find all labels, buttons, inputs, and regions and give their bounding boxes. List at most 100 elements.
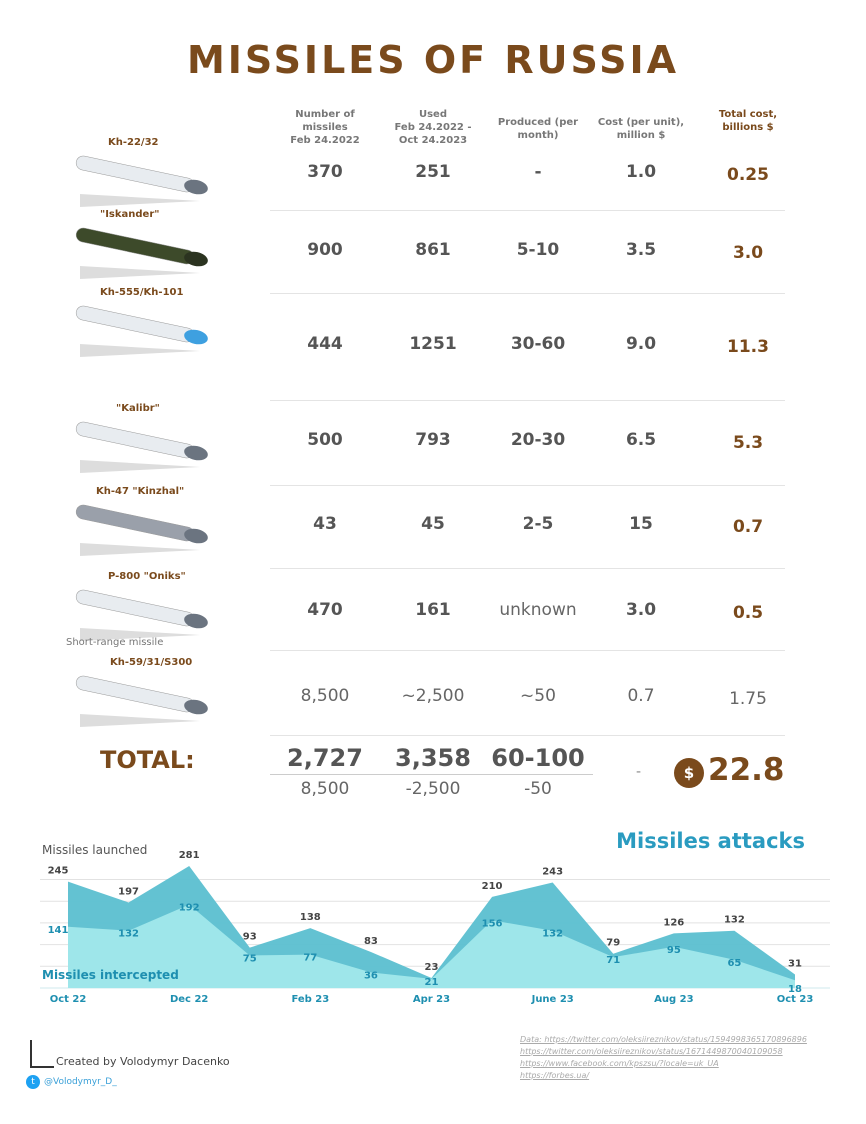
- chart-title: Missiles attacks: [616, 830, 805, 853]
- total-produced-sub: -50: [524, 779, 552, 799]
- data-label: 132: [724, 915, 745, 926]
- missile-image: [75, 421, 208, 473]
- cell-used: 793: [415, 430, 451, 450]
- column-header: Used Feb 24.2022 - Oct 24.2023: [378, 108, 488, 147]
- row-divider: [270, 210, 785, 211]
- cell-produced: 30-60: [510, 334, 566, 354]
- data-label: 197: [118, 887, 139, 898]
- data-label: 141: [48, 925, 69, 936]
- column-header-line: Total cost,: [718, 109, 778, 120]
- column-header: Cost (per unit), million $: [586, 116, 696, 142]
- data-label: 71: [606, 955, 620, 966]
- missile-attacks-chart: 245 197 281 93 138 83 23 210 243 79 126 132 31 141 132…: [40, 830, 830, 1005]
- data-label: 245: [48, 866, 69, 877]
- source-link[interactable]: https://twitter.com/oleksiireznikov/stat…: [520, 1047, 783, 1056]
- missile-image: [75, 305, 208, 357]
- column-header: Produced (per month): [483, 116, 593, 142]
- cell-number: 900: [307, 240, 343, 260]
- cell-used: 161: [415, 600, 451, 620]
- column-header-line: missiles: [302, 122, 348, 133]
- missile-name: Kh-22/32: [108, 137, 159, 148]
- total-number-sub: 8,500: [300, 779, 350, 799]
- data-label: 281: [179, 850, 200, 861]
- total-used-sub: -2,500: [405, 779, 461, 799]
- cell-cost: 9.0: [625, 334, 657, 354]
- row-divider: [270, 293, 785, 294]
- data-label: 18: [788, 984, 802, 995]
- x-tick-label: June 23: [531, 994, 574, 1005]
- cell-number: 470: [307, 600, 343, 620]
- data-label: 21: [425, 977, 439, 988]
- column-header-line: Cost (per unit),: [597, 117, 685, 128]
- column-header-line: billions $: [722, 122, 774, 133]
- total-cost: -: [636, 764, 642, 780]
- data-label: 138: [300, 912, 321, 923]
- cell-used: 1251: [409, 334, 457, 354]
- total-number-value: 2,727: [270, 744, 380, 775]
- data-label: 192: [179, 903, 200, 914]
- source-link[interactable]: https://forbes.ua/: [520, 1071, 590, 1080]
- total-used: 3,358 -2,500: [378, 744, 488, 799]
- data-label: 83: [364, 936, 378, 947]
- cell-number: 8,500: [300, 686, 350, 706]
- data-label: 210: [482, 881, 503, 892]
- cell-produced: ~50: [520, 686, 556, 706]
- column-header-line: million $: [616, 130, 666, 141]
- data-label: 75: [243, 953, 257, 964]
- column-header: Number of missiles Feb 24.2022: [270, 108, 380, 147]
- source-link[interactable]: https://www.facebook.com/kpszsu/?locale=…: [520, 1059, 719, 1068]
- cell-total: 11.3: [727, 337, 769, 357]
- cell-used: 45: [421, 514, 445, 534]
- source-link[interactable]: Data: https://twitter.com/oleksiirezniko…: [520, 1035, 807, 1044]
- page-title: MISSILES OF RUSSIA: [186, 38, 680, 82]
- x-tick-label: Oct 22: [50, 994, 87, 1005]
- data-sources: Data: https://twitter.com/oleksiirezniko…: [520, 1034, 807, 1082]
- column-header-line: Oct 24.2023: [398, 135, 468, 146]
- cell-cost: 1.0: [625, 162, 657, 182]
- x-tick-label: Aug 23: [654, 994, 693, 1005]
- missile-name: "Iskander": [100, 209, 160, 220]
- cell-number: 43: [313, 514, 337, 534]
- missile-image: [75, 675, 208, 727]
- total-produced-value: 60-100: [483, 744, 593, 775]
- missile-name: Kh-555/Kh-101: [100, 287, 184, 298]
- cell-total: 0.5: [732, 603, 764, 623]
- cell-cost: 3.5: [625, 240, 657, 260]
- data-label: 79: [606, 938, 620, 949]
- data-label: 77: [303, 953, 317, 964]
- missile-image: [75, 227, 208, 279]
- column-header-line: month): [517, 130, 559, 141]
- column-header-line: Produced (per: [497, 117, 579, 128]
- cell-total: 0.25: [727, 165, 769, 185]
- short-range-note: Short-range missile: [66, 637, 164, 648]
- twitter-handle[interactable]: @Volodymyr_D_: [44, 1077, 117, 1087]
- missile-name: Kh-59/31/S300: [110, 657, 193, 668]
- cell-produced: 5-10: [516, 240, 560, 260]
- cell-cost: 6.5: [625, 430, 657, 450]
- data-label: 132: [542, 929, 563, 940]
- legend-launched: Missiles launched: [42, 843, 147, 857]
- data-label: 65: [727, 958, 741, 969]
- x-tick-label: Oct 23: [777, 994, 814, 1005]
- legend-intercepted: Missiles intercepted: [42, 968, 179, 982]
- x-tick-label: Feb 23: [291, 994, 329, 1005]
- cell-number: 370: [307, 162, 343, 182]
- cell-cost: 0.7: [627, 686, 655, 706]
- author-credit: Created by Volodymyr Dacenko: [56, 1055, 230, 1068]
- data-label: 243: [542, 867, 563, 878]
- x-tick-label: Dec 22: [170, 994, 208, 1005]
- cell-produced: 20-30: [510, 430, 566, 450]
- cell-used: ~2,500: [401, 686, 465, 706]
- data-label: 31: [788, 959, 802, 970]
- column-header-line: Feb 24.2022 -: [394, 122, 472, 133]
- cell-used: 251: [415, 162, 451, 182]
- row-divider: [270, 650, 785, 651]
- column-header: Total cost, billions $: [693, 108, 803, 134]
- row-divider: [270, 568, 785, 569]
- data-label: 23: [425, 962, 439, 973]
- missile-name: Kh-47 "Kinzhal": [96, 486, 185, 497]
- data-label: 132: [118, 929, 139, 940]
- cell-number: 444: [307, 334, 343, 354]
- cell-cost: 3.0: [625, 600, 657, 620]
